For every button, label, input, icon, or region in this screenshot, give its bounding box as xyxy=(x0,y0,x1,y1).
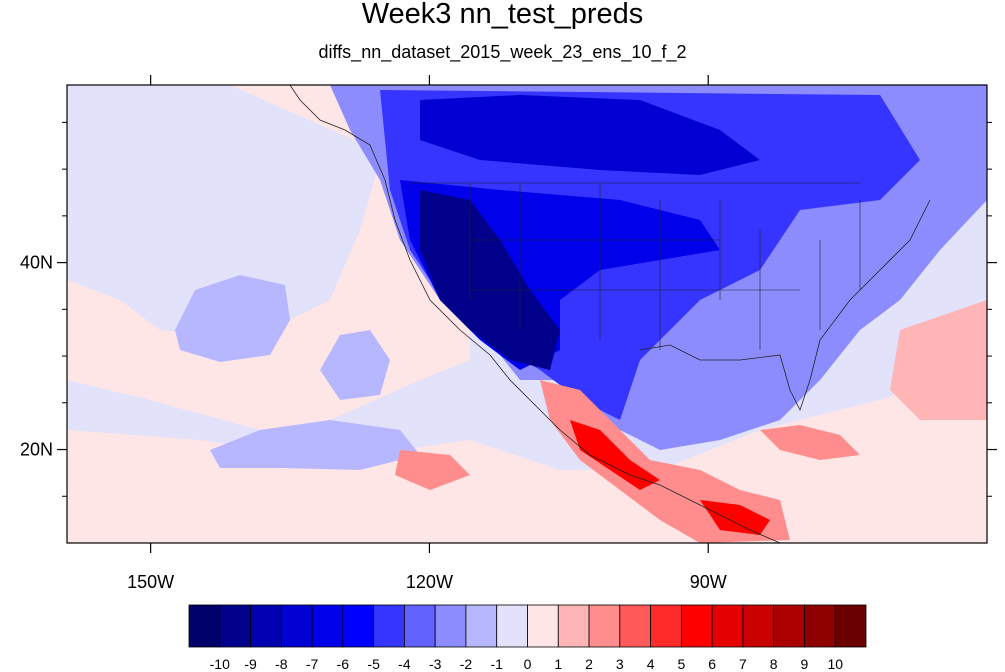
colorbar-label: 9 xyxy=(801,656,809,672)
colorbar-box xyxy=(680,604,713,648)
colorbar-box xyxy=(188,604,221,648)
map-plot: 150W 120W 90W 20N 40N xyxy=(20,75,997,592)
colorbar-label: -6 xyxy=(337,656,350,672)
plot-frame xyxy=(66,84,988,544)
colorbar-box xyxy=(773,604,805,648)
chart-subtitle: diffs_nn_dataset_2015_week_23_ens_10_f_2 xyxy=(318,42,687,62)
colorbar-box xyxy=(434,604,467,648)
colorbar-label: -8 xyxy=(275,656,288,672)
colorbar-label: -3 xyxy=(429,656,442,672)
colorbar-label: -2 xyxy=(460,656,473,672)
y-tick-label: 20N xyxy=(20,440,53,460)
anomaly-region-pacific-negative xyxy=(210,420,420,470)
coastline xyxy=(289,85,386,181)
colorbar-box xyxy=(711,604,744,648)
colorbar-label: 2 xyxy=(585,656,593,672)
colorbar-label: 4 xyxy=(647,656,655,672)
chart-title: Week3 nn_test_preds xyxy=(361,0,644,30)
colorbar-label: 8 xyxy=(770,656,778,672)
colorbar-box xyxy=(527,604,559,648)
colorbar-box xyxy=(280,604,313,648)
x-tick-label: 90W xyxy=(690,572,727,592)
anomaly-region-mexico-positive xyxy=(700,500,770,535)
anomaly-region-continent-negative xyxy=(420,190,560,370)
colorbar-label: -7 xyxy=(306,656,319,672)
y-tick-label: 40N xyxy=(20,253,53,273)
anomaly-region-mexico-positive xyxy=(570,420,660,490)
colorbar-label: -5 xyxy=(367,656,380,672)
colorbar-label: -4 xyxy=(398,656,411,672)
anomaly-region-pacific-negative xyxy=(320,330,390,400)
colorbar-box xyxy=(588,604,621,648)
colorbar-box xyxy=(404,604,436,648)
colorbar-label: -9 xyxy=(244,656,257,672)
colorbar-box xyxy=(804,604,836,648)
colorbar-label: 10 xyxy=(827,656,843,672)
anomaly-region-southwest-positive xyxy=(395,450,470,490)
colorbar-box xyxy=(465,604,498,648)
colorbar-box xyxy=(342,604,375,648)
anomaly-region-atlantic-positive xyxy=(890,300,987,420)
colorbar-box xyxy=(742,604,775,648)
colorbar-label: 7 xyxy=(739,656,747,672)
anomaly-region-caribbean-positive xyxy=(760,425,860,460)
colorbar-label: -10 xyxy=(210,656,230,672)
colorbar-box xyxy=(496,604,528,648)
colorbar-box xyxy=(250,604,282,648)
anomaly-region-pacific-negative xyxy=(175,275,290,362)
anomaly-region-continent-negative xyxy=(420,95,760,175)
colorbar-box xyxy=(834,604,867,648)
colorbar-label: 5 xyxy=(677,656,685,672)
colorbar-box xyxy=(650,604,682,648)
colorbar-box xyxy=(619,604,651,648)
anomaly-region-mexico-positive xyxy=(540,380,790,543)
x-tick-label: 150W xyxy=(127,572,174,592)
colorbar-box xyxy=(311,604,344,648)
colorbar-box xyxy=(219,604,251,648)
coastline xyxy=(639,199,931,412)
colorbar-box xyxy=(557,604,590,648)
state-borders xyxy=(410,182,861,350)
colorbar-box xyxy=(373,604,405,648)
colorbar-label: -1 xyxy=(491,656,504,672)
colorbar-label: 0 xyxy=(524,656,532,672)
colorbar-label: 3 xyxy=(616,656,624,672)
colorbar-label: 6 xyxy=(708,656,716,672)
coastline xyxy=(384,179,781,543)
colorbar-label: 1 xyxy=(554,656,562,672)
x-tick-label: 120W xyxy=(406,572,453,592)
